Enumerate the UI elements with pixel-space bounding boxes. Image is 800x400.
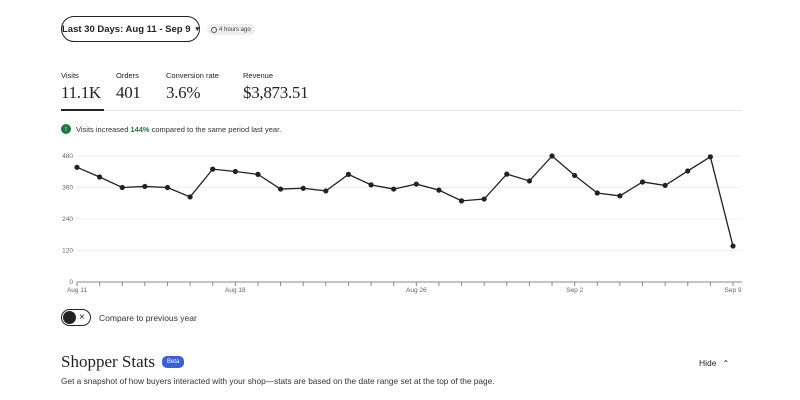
clock-icon <box>211 26 217 33</box>
data-point[interactable] <box>526 178 533 184</box>
chevron-up-icon: ⌃ <box>722 358 730 368</box>
last-updated-badge: 4 hours ago <box>207 24 255 35</box>
x-tick-label: Sep 2 <box>566 287 583 294</box>
data-point[interactable] <box>707 154 713 160</box>
data-point[interactable] <box>594 190 600 196</box>
visits-line <box>76 155 734 247</box>
data-point[interactable] <box>300 185 306 191</box>
x-tick-label: Aug 26 <box>406 287 427 294</box>
date-range-button[interactable]: Last 30 Days: Aug 11 - Sep 9 ▾ <box>61 16 200 42</box>
data-point[interactable] <box>368 182 374 188</box>
data-point[interactable] <box>323 188 329 194</box>
data-point[interactable] <box>617 193 623 199</box>
data-point[interactable] <box>413 181 419 187</box>
last-updated-text: 4 hours ago <box>219 26 251 33</box>
y-tick-label: 120 <box>62 248 73 255</box>
visits-insight: ↑ Visits increased 144% compared to the … <box>61 124 281 134</box>
compare-previous-year: × Compare to previous year <box>61 309 197 326</box>
toggle-knob <box>63 311 76 324</box>
metrics-tabs: Visits 11.1K Orders 401 Conversion rate … <box>61 71 363 103</box>
insight-percent: 144% <box>130 124 150 134</box>
data-point[interactable] <box>504 171 510 177</box>
insight-prefix: Visits increased <box>76 124 129 134</box>
metric-value: $3,873.51 <box>243 83 309 102</box>
data-point[interactable] <box>187 194 193 200</box>
data-point[interactable] <box>164 184 171 191</box>
metric-label: Orders <box>116 71 139 80</box>
x-tick-label: Sep 9 <box>725 287 742 294</box>
metric-label: Visits <box>61 71 79 80</box>
y-tick-label: 240 <box>62 216 73 223</box>
visits-line-chart: 0 120 240 360 480 Aug 11 Aug 18 Aug 26 Sep 2 Sep … <box>0 145 800 300</box>
data-point[interactable] <box>458 198 465 204</box>
data-point[interactable] <box>277 186 284 192</box>
data-point[interactable] <box>97 174 103 180</box>
x-tick-label: Aug 18 <box>225 287 246 294</box>
metric-tab-visits[interactable]: Visits 11.1K <box>61 71 116 103</box>
compare-toggle[interactable]: × <box>61 309 91 326</box>
metric-value: 11.1K <box>61 83 101 102</box>
data-point[interactable] <box>119 184 125 191</box>
compare-label: Compare to previous year <box>99 312 197 323</box>
x-tick-label: Aug 11 <box>67 287 88 294</box>
data-point[interactable] <box>391 186 397 192</box>
chart-svg: 0 120 240 360 480 Aug 11 Aug 18 Aug 26 Sep 2 Sep … <box>62 153 742 294</box>
data-point[interactable] <box>142 183 148 190</box>
metrics-divider <box>61 110 742 111</box>
section-title: Shopper Stats <box>61 352 155 371</box>
date-range-label: Last 30 Days: Aug 11 - Sep 9 <box>62 23 191 35</box>
beta-badge: Beta <box>161 356 185 368</box>
metric-tab-revenue[interactable]: Revenue $3,873.51 <box>243 71 363 103</box>
metric-value: 401 <box>116 83 141 102</box>
metric-tab-orders[interactable]: Orders 401 <box>116 71 166 103</box>
data-point[interactable] <box>232 168 238 175</box>
data-point[interactable] <box>639 179 646 185</box>
y-tick-label: 0 <box>69 279 73 286</box>
data-point[interactable] <box>685 168 691 174</box>
metric-value: 3.6% <box>166 83 201 102</box>
data-point[interactable] <box>481 196 487 202</box>
metric-tab-conversion-rate[interactable]: Conversion rate 3.6% <box>166 71 243 103</box>
section-description: Get a snapshot of how buyers interacted … <box>61 376 495 386</box>
shopper-stats-header: Shopper Stats Beta <box>61 352 185 372</box>
y-tick-label: 360 <box>62 185 73 192</box>
data-point[interactable] <box>74 164 80 170</box>
caret-down-icon: ▾ <box>195 26 199 33</box>
metric-label: Conversion rate <box>166 71 219 80</box>
insight-suffix: compared to the same period last year. <box>151 124 282 134</box>
close-icon: × <box>79 312 85 323</box>
active-tab-indicator <box>61 109 104 111</box>
hide-button[interactable]: Hide ⌃ <box>699 358 729 368</box>
data-point[interactable] <box>255 171 261 177</box>
arrow-up-icon: ↑ <box>61 124 71 134</box>
data-point[interactable] <box>436 187 442 193</box>
data-point[interactable] <box>730 243 736 249</box>
metric-label: Revenue <box>243 71 274 80</box>
data-point[interactable] <box>210 166 216 172</box>
data-point[interactable] <box>549 153 555 159</box>
y-tick-label: 480 <box>62 153 73 160</box>
data-point[interactable] <box>662 182 668 188</box>
data-point[interactable] <box>345 171 352 177</box>
data-point[interactable] <box>572 172 578 179</box>
hide-label: Hide <box>699 358 717 368</box>
